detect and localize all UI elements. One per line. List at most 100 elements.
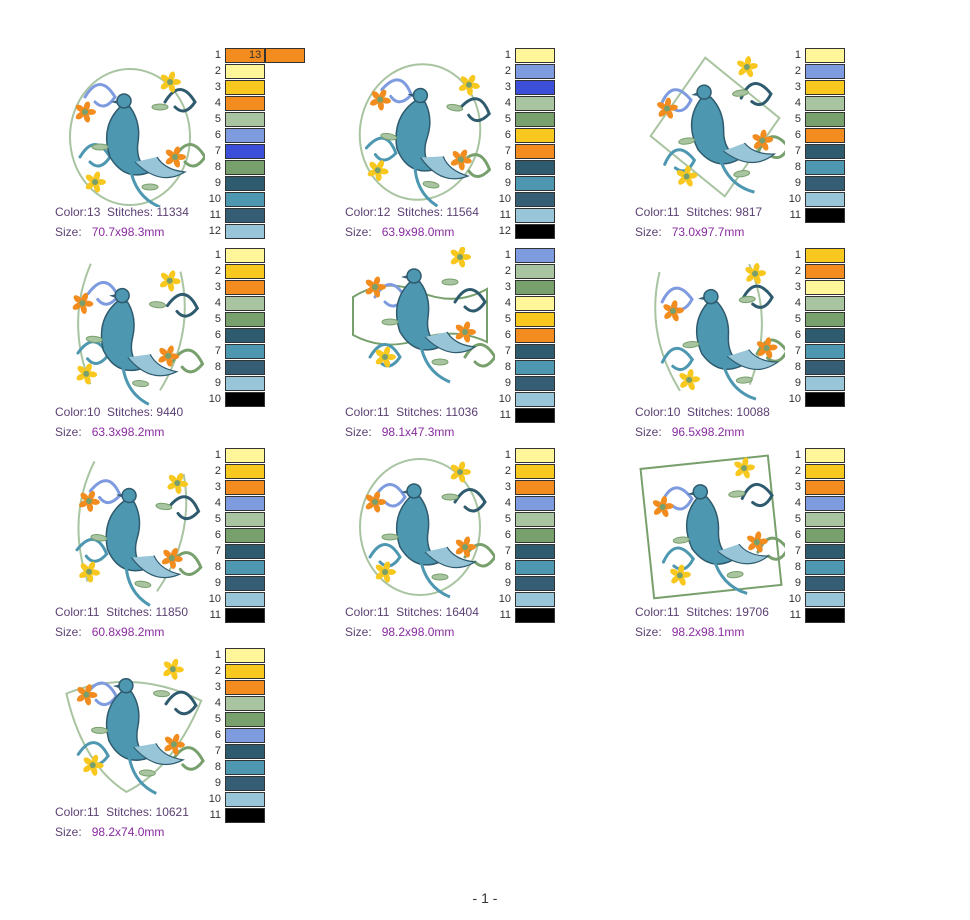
thread-swatch bbox=[515, 264, 555, 279]
thread-number: 4 bbox=[214, 297, 221, 309]
stitches-label: Stitches: bbox=[687, 405, 734, 419]
thread-swatch bbox=[805, 544, 845, 559]
thread-color-row: 4 bbox=[205, 295, 405, 311]
thread-number: 3 bbox=[504, 281, 511, 293]
thread-color-row: 11 bbox=[495, 407, 695, 423]
thread-swatch bbox=[225, 608, 265, 623]
thread-number: 7 bbox=[794, 545, 801, 557]
thread-color-row: 2 bbox=[495, 263, 695, 279]
thread-color-row: 7 bbox=[495, 343, 695, 359]
thread-number: 5 bbox=[214, 113, 221, 125]
thread-number: 2 bbox=[214, 465, 221, 477]
color-label: Color: bbox=[55, 605, 88, 619]
thread-color-row: 8 bbox=[785, 559, 970, 575]
size-info: Size: 63.3x98.2mm bbox=[55, 425, 164, 439]
embroidery-preview-image bbox=[352, 247, 495, 384]
color-label: Color: bbox=[635, 205, 668, 219]
embroidery-preview-image bbox=[75, 460, 203, 607]
size-label: Size: bbox=[345, 225, 372, 239]
thread-swatch bbox=[225, 392, 265, 407]
thread-swatch bbox=[515, 224, 555, 239]
color-label: Color: bbox=[635, 405, 668, 419]
thread-color-row: 10 bbox=[205, 191, 405, 207]
color-count: 10 bbox=[667, 405, 681, 419]
thread-swatch bbox=[225, 448, 265, 463]
stitch-count: 10088 bbox=[736, 405, 770, 419]
thread-number: 4 bbox=[794, 97, 801, 109]
thread-color-row: 5 bbox=[205, 511, 405, 527]
thread-swatch bbox=[515, 328, 555, 343]
stitch-count: 10621 bbox=[155, 805, 189, 819]
thread-number: 8 bbox=[794, 561, 801, 573]
thread-swatch bbox=[225, 464, 265, 479]
thread-number: 1 bbox=[214, 649, 221, 661]
thread-color-row: 6 bbox=[785, 127, 970, 143]
thread-swatch bbox=[225, 208, 265, 223]
thread-color-row: 9 bbox=[495, 375, 695, 391]
size-label: Size: bbox=[635, 225, 662, 239]
thread-color-row: 5 bbox=[205, 711, 405, 727]
thread-swatch bbox=[805, 480, 845, 495]
thread-color-row: 4 bbox=[205, 695, 405, 711]
thread-swatch bbox=[515, 376, 555, 391]
stitch-count: 11850 bbox=[155, 605, 189, 619]
thread-number: 1 bbox=[794, 449, 801, 461]
thread-color-row: 9 bbox=[785, 375, 970, 391]
thread-swatch bbox=[805, 392, 845, 407]
thread-color-row: 10 bbox=[495, 391, 695, 407]
design-card: Color:11 Stitches: 11850 Size: 60.8x98.2m… bbox=[55, 447, 345, 647]
thread-swatch bbox=[225, 264, 265, 279]
thread-number: 5 bbox=[794, 113, 801, 125]
thread-color-row: 11 bbox=[205, 207, 405, 223]
thread-swatch bbox=[515, 96, 555, 111]
size-info: Size: 60.8x98.2mm bbox=[55, 625, 164, 639]
stitch-count: 19706 bbox=[735, 605, 769, 619]
thread-color-row: 8 bbox=[205, 359, 405, 375]
thread-number: 12 bbox=[498, 225, 511, 237]
thread-color-row: 4 bbox=[785, 95, 970, 111]
color-stitch-info: Color:10 Stitches: 10088 bbox=[635, 405, 770, 419]
thread-swatch bbox=[225, 96, 265, 111]
thread-swatch bbox=[515, 296, 555, 311]
thread-color-row: 10 bbox=[205, 791, 405, 807]
thread-swatch bbox=[225, 360, 265, 375]
thread-number: 2 bbox=[214, 65, 221, 77]
size-label: Size: bbox=[345, 425, 372, 439]
color-stitch-info: Color:10 Stitches: 9440 bbox=[55, 405, 183, 419]
color-stitch-info: Color:12 Stitches: 11564 bbox=[345, 205, 479, 219]
thread-number: 8 bbox=[504, 561, 511, 573]
thread-swatch bbox=[515, 144, 555, 159]
size-label: Size: bbox=[55, 825, 82, 839]
size-value: 98.1x47.3mm bbox=[381, 425, 455, 439]
thread-swatch bbox=[225, 544, 265, 559]
thread-number: 9 bbox=[794, 577, 801, 589]
thread-swatch bbox=[225, 760, 265, 775]
thread-swatch bbox=[225, 224, 265, 239]
thread-color-row: 6 bbox=[495, 327, 695, 343]
thread-color-row: 3 bbox=[495, 479, 695, 495]
thread-color-row: 11 bbox=[785, 207, 970, 223]
stitch-count: 9817 bbox=[735, 205, 763, 219]
color-label: Color: bbox=[635, 605, 668, 619]
embroidery-preview-image bbox=[649, 56, 785, 198]
thread-swatch bbox=[225, 144, 265, 159]
size-info: Size: 63.9x98.0mm bbox=[345, 225, 454, 239]
thread-color-row: 8 bbox=[495, 559, 695, 575]
thread-swatch bbox=[805, 528, 845, 543]
thread-swatch bbox=[805, 248, 845, 263]
thread-number: 7 bbox=[794, 145, 801, 157]
thread-number: 7 bbox=[504, 545, 511, 557]
thread-swatch bbox=[225, 512, 265, 527]
color-count: 11 bbox=[667, 205, 680, 219]
color-label: Color: bbox=[345, 405, 378, 419]
thread-number: 11 bbox=[789, 209, 801, 221]
thread-number: 10 bbox=[788, 193, 801, 205]
thread-number: 6 bbox=[794, 329, 801, 341]
design-card: Color:11 Stitches: 9817 Size: 73.0x97.7mm… bbox=[635, 47, 925, 247]
thread-swatch bbox=[265, 48, 305, 63]
thread-swatch bbox=[805, 448, 845, 463]
thread-number: 11 bbox=[499, 609, 511, 621]
thread-swatch bbox=[515, 48, 555, 63]
thread-swatch bbox=[805, 312, 845, 327]
thread-swatch bbox=[515, 248, 555, 263]
